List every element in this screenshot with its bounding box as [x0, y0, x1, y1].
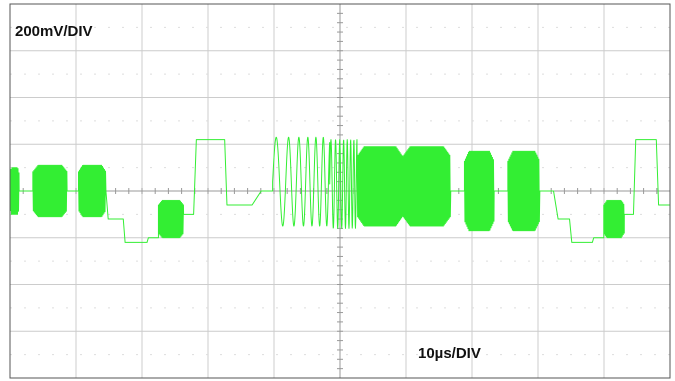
grid [9, 3, 671, 379]
horizontal-scale-label: 10µs/DIV [418, 345, 481, 362]
signal-trace [9, 136, 670, 243]
plot-frame [9, 3, 671, 379]
vertical-scale-label: 200mV/DIV [15, 23, 93, 40]
signal-waveform-line [9, 136, 670, 243]
